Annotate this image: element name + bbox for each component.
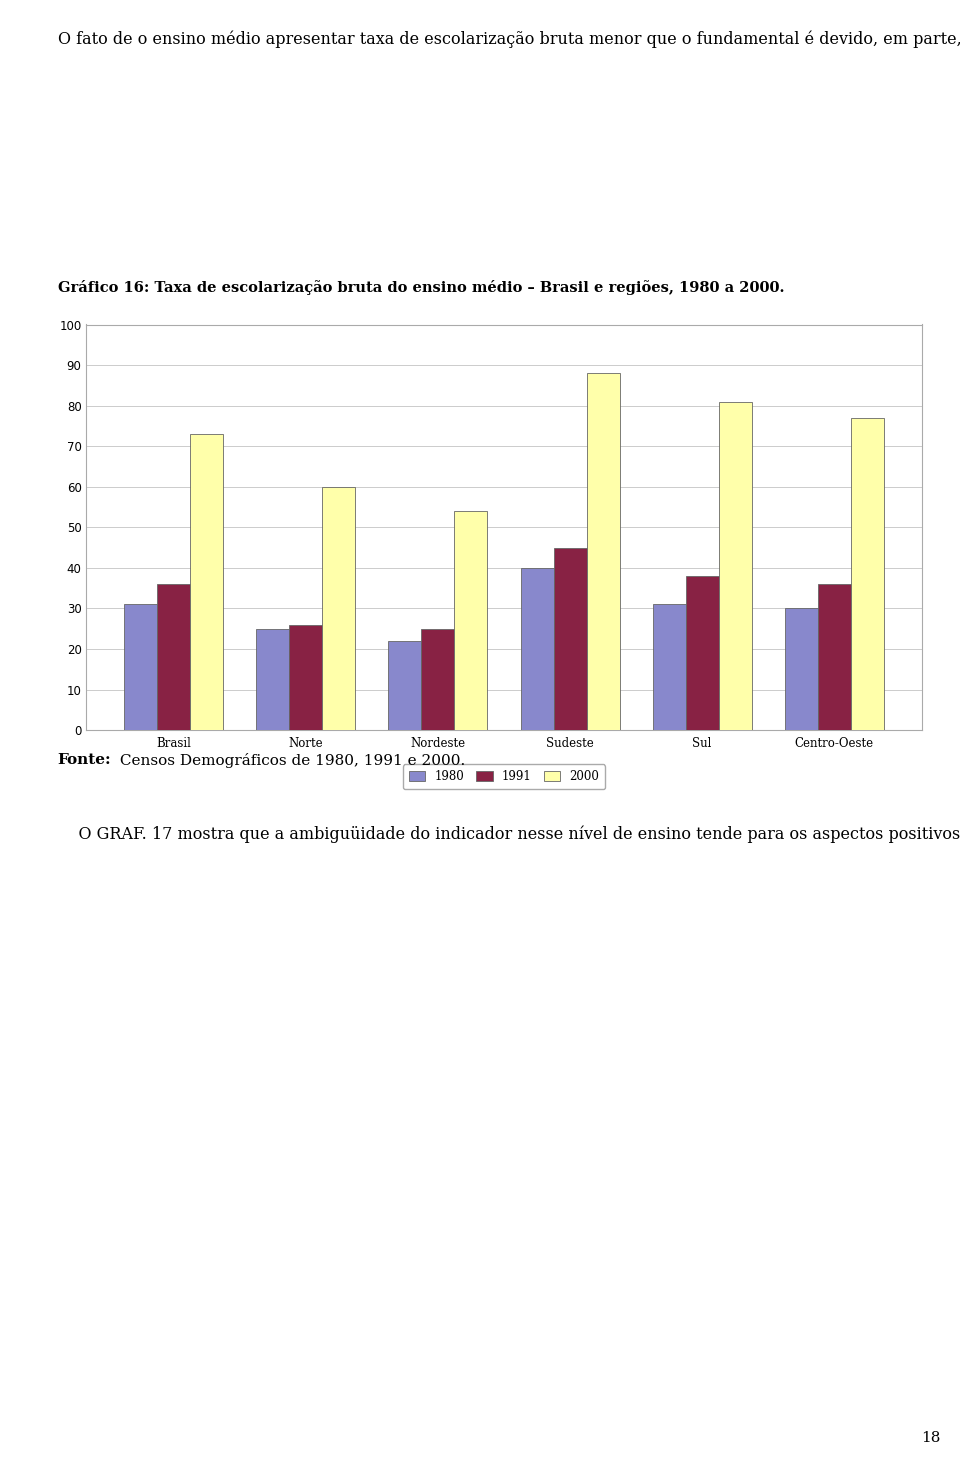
Bar: [784, 608, 818, 730]
Text: Fonte:: Fonte:: [58, 752, 111, 767]
Bar: [157, 584, 190, 730]
Bar: [818, 584, 851, 730]
Bar: [389, 640, 421, 730]
Legend: 1980, 1991, 2000: 1980, 1991, 2000: [402, 764, 606, 789]
Bar: [323, 487, 355, 730]
Text: 18: 18: [922, 1431, 941, 1446]
Bar: [587, 373, 619, 730]
Text: Gráfico 16: Taxa de escolarização bruta do ensino médio – Brasil e regiões, 1980: Gráfico 16: Taxa de escolarização bruta …: [58, 280, 784, 295]
Text: O GRAF. 17 mostra que a ambiguüidade do indicador nesse nível de ensino tende pa: O GRAF. 17 mostra que a ambiguüidade do …: [58, 826, 960, 844]
Bar: [454, 510, 488, 730]
Text: Censos Demográficos de 1980, 1991 e 2000.: Censos Demográficos de 1980, 1991 e 2000…: [115, 752, 466, 768]
Bar: [554, 547, 587, 730]
Bar: [685, 575, 719, 730]
Bar: [653, 605, 685, 730]
Bar: [851, 417, 883, 730]
Bar: [289, 625, 323, 730]
Text: O fato de o ensino médio apresentar taxa de escolarização bruta menor que o fund: O fato de o ensino médio apresentar taxa…: [58, 30, 960, 47]
Bar: [190, 434, 224, 730]
Bar: [421, 628, 454, 730]
Bar: [520, 568, 554, 730]
Bar: [719, 401, 752, 730]
Bar: [256, 628, 289, 730]
Bar: [125, 605, 157, 730]
